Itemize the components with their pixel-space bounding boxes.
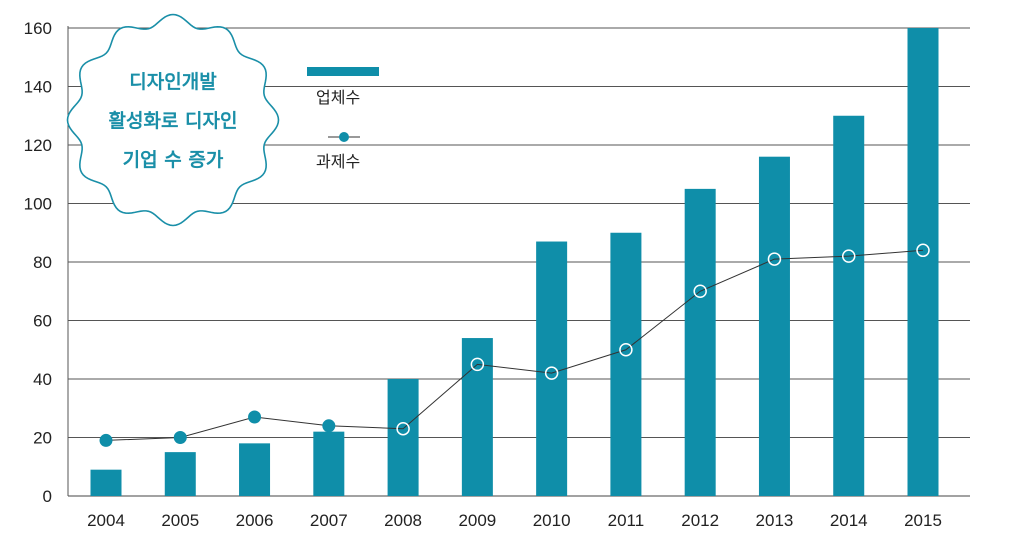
x-tick-label-2009: 2009 <box>458 511 496 530</box>
point-2007 <box>322 419 336 433</box>
x-tick-label-2013: 2013 <box>756 511 794 530</box>
y-tick-label-60: 60 <box>33 312 52 331</box>
annotation-badge: 디자인개발 활성화로 디자인 기업 수 증가 <box>66 13 280 227</box>
y-tick-label-0: 0 <box>43 487 52 506</box>
x-tick-label-2010: 2010 <box>533 511 571 530</box>
badge-line-1: 디자인개발 <box>129 71 217 93</box>
x-tick-label-2014: 2014 <box>830 511 868 530</box>
x-tick-label-2005: 2005 <box>161 511 199 530</box>
y-tick-label-160: 160 <box>24 19 52 38</box>
y-axis-ticks: 0 20 40 60 80 100 120 140 160 <box>24 19 52 506</box>
legend: 업체수 과제수 <box>307 67 379 171</box>
line-series-projects <box>99 243 930 447</box>
legend-label-companies: 업체수 <box>316 88 360 107</box>
point-2004 <box>99 433 113 447</box>
x-tick-label-2006: 2006 <box>236 511 274 530</box>
bar-2011 <box>610 232 642 496</box>
bar-2007 <box>313 431 345 496</box>
point-2014 <box>841 249 856 263</box>
bar-series-companies <box>90 28 939 496</box>
bar-2010 <box>536 241 568 496</box>
badge-line-3: 기업 수 증가 <box>123 149 224 171</box>
point-2005 <box>173 431 187 444</box>
y-tick-label-100: 100 <box>24 195 52 214</box>
badge-scalloped-shape <box>66 13 280 227</box>
y-tick-label-20: 20 <box>33 429 52 448</box>
x-tick-label-2011: 2011 <box>608 511 645 530</box>
y-tick-label-80: 80 <box>33 253 52 272</box>
bar-2013 <box>758 156 790 496</box>
x-tick-label-2015: 2015 <box>904 511 942 530</box>
bar-2006 <box>239 443 271 496</box>
point-2015 <box>916 243 930 258</box>
x-axis-ticks: 2004 2005 2006 2007 2008 2009 2010 2011 2012 2013… <box>87 511 942 530</box>
y-tick-label-140: 140 <box>24 78 52 97</box>
x-tick-label-2007: 2007 <box>310 511 348 530</box>
point-2006 <box>248 410 262 424</box>
projects-line-path <box>105 249 924 441</box>
point-2010 <box>544 366 559 380</box>
point-2009 <box>470 357 485 372</box>
y-tick-label-40: 40 <box>33 370 52 389</box>
legend-label-projects: 과제수 <box>316 152 360 171</box>
point-2008 <box>396 421 410 436</box>
x-tick-label-2004: 2004 <box>87 511 125 530</box>
point-2013 <box>767 252 782 266</box>
legend-bar-swatch <box>307 67 379 76</box>
point-2012 <box>693 284 707 298</box>
point-2011 <box>619 343 633 357</box>
badge-line-2: 활성화로 디자인 <box>109 110 238 132</box>
x-tick-label-2008: 2008 <box>384 511 422 530</box>
bar-2009 <box>461 338 493 496</box>
y-tick-label-120: 120 <box>24 136 52 155</box>
bar-2014 <box>833 115 865 496</box>
x-tick-label-2012: 2012 <box>681 511 719 530</box>
bar-2012 <box>684 188 716 496</box>
bar-2004 <box>90 469 122 496</box>
bar-2015 <box>907 28 939 496</box>
bar-2005 <box>164 452 196 496</box>
legend-line-marker <box>339 132 349 142</box>
bar-2008 <box>387 379 419 496</box>
